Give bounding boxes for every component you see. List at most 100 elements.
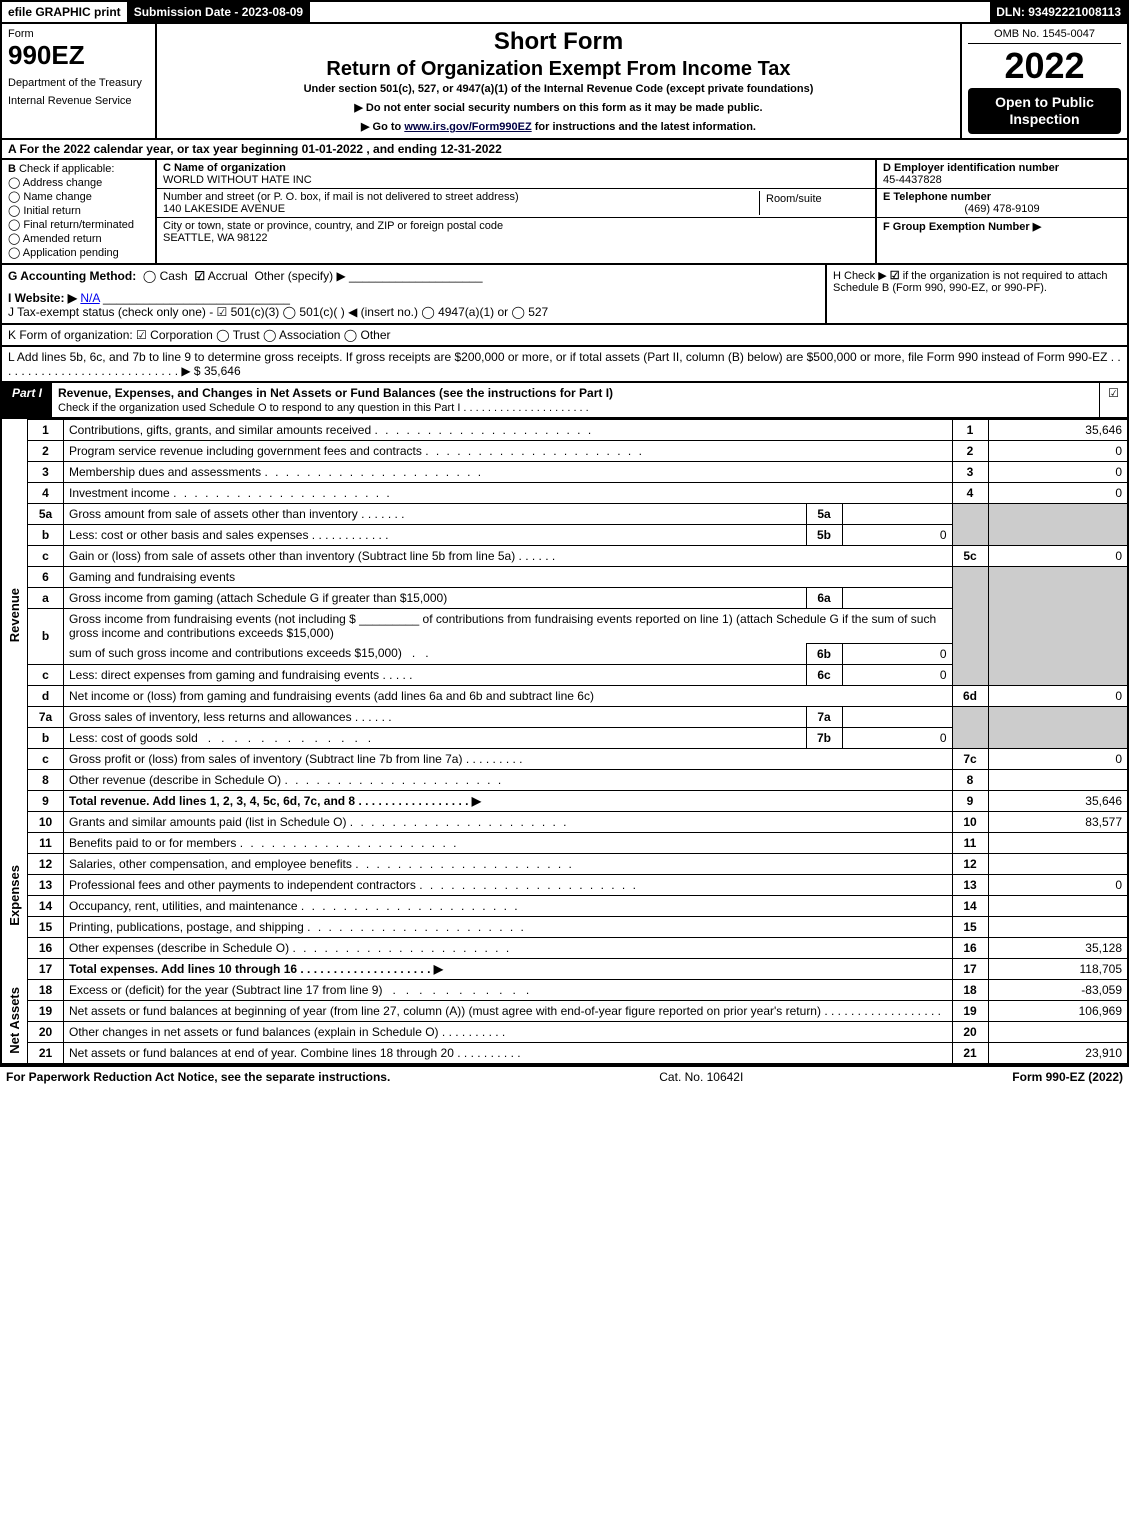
e-phone: E Telephone number (469) 478-9109	[877, 189, 1127, 218]
expenses-label: Expenses	[7, 865, 22, 926]
goto-note: ▶ Go to www.irs.gov/Form990EZ for instru…	[165, 120, 952, 133]
ssn-note: ▶ Do not enter social security numbers o…	[165, 101, 952, 114]
g-accrual[interactable]: Accrual	[208, 269, 248, 283]
line-9: 9Total revenue. Add lines 1, 2, 3, 4, 5c…	[1, 790, 1128, 811]
g-other[interactable]: Other (specify) ▶	[254, 269, 345, 283]
accrual-check-icon: ☑	[194, 269, 205, 283]
chk-final-return[interactable]: ◯ Final return/terminated	[8, 218, 149, 231]
line-1: Revenue 1 Contributions, gifts, grants, …	[1, 419, 1128, 440]
f-group: F Group Exemption Number ▶	[877, 218, 1127, 235]
line-2: 2Program service revenue including gover…	[1, 440, 1128, 461]
chk-application-pending[interactable]: ◯ Application pending	[8, 246, 149, 259]
c-street-block: Number and street (or P. O. box, if mail…	[157, 189, 875, 218]
line-17: 17Total expenses. Add lines 10 through 1…	[1, 958, 1128, 979]
row-gh: G Accounting Method: ◯ Cash ☑ Accrual Ot…	[0, 265, 1129, 325]
revenue-label: Revenue	[7, 588, 22, 642]
line-6d: dNet income or (loss) from gaming and fu…	[1, 685, 1128, 706]
line-20: 20Other changes in net assets or fund ba…	[1, 1021, 1128, 1042]
i-label: I Website: ▶	[8, 291, 77, 305]
header-center: Short Form Return of Organization Exempt…	[157, 24, 962, 138]
line-11: 11Benefits paid to or for members 11	[1, 832, 1128, 853]
line-18: Net Assets 18Excess or (deficit) for the…	[1, 979, 1128, 1000]
l-text: L Add lines 5b, 6c, and 7b to line 9 to …	[8, 350, 1121, 378]
line-16: 16Other expenses (describe in Schedule O…	[1, 937, 1128, 958]
line-4: 4Investment income 40	[1, 482, 1128, 503]
under-section: Under section 501(c), 527, or 4947(a)(1)…	[165, 83, 952, 95]
city-label: City or town, state or province, country…	[163, 220, 869, 232]
header-left: Form 990EZ Department of the Treasury In…	[2, 24, 157, 138]
footer-form: Form 990-EZ (2022)	[1012, 1070, 1123, 1084]
form-label: Form	[8, 28, 149, 40]
g-accounting: G Accounting Method: ◯ Cash ☑ Accrual Ot…	[2, 265, 827, 323]
header-right: OMB No. 1545-0047 2022 Open to Public In…	[962, 24, 1127, 138]
line-5a: 5aGross amount from sale of assets other…	[1, 503, 1128, 524]
g-cash[interactable]: Cash	[160, 269, 188, 283]
street-value: 140 LAKESIDE AVENUE	[163, 203, 759, 215]
goto-pre: ▶ Go to	[361, 121, 404, 133]
goto-post: for instructions and the latest informat…	[532, 121, 756, 133]
line-21: 21Net assets or fund balances at end of …	[1, 1042, 1128, 1064]
irs-link[interactable]: www.irs.gov/Form990EZ	[404, 121, 531, 133]
footer-cat: Cat. No. 10642I	[390, 1070, 1012, 1084]
c-name-block: C Name of organization WORLD WITHOUT HAT…	[157, 160, 875, 189]
row-k: K Form of organization: ☑ Corporation ◯ …	[0, 325, 1129, 347]
col-c: C Name of organization WORLD WITHOUT HAT…	[157, 160, 877, 263]
line-15: 15Printing, publications, postage, and s…	[1, 916, 1128, 937]
part-i-title: Revenue, Expenses, and Changes in Net As…	[52, 383, 1099, 417]
footer-left: For Paperwork Reduction Act Notice, see …	[6, 1070, 390, 1084]
short-form-title: Short Form	[165, 28, 952, 56]
d-label: D Employer identification number	[883, 162, 1121, 174]
line-3: 3Membership dues and assessments 30	[1, 461, 1128, 482]
line-10: Expenses 10Grants and similar amounts pa…	[1, 811, 1128, 832]
f-label: F Group Exemption Number ▶	[883, 220, 1121, 233]
h-schedule-b: H Check ▶ ☑ if the organization is not r…	[827, 265, 1127, 323]
dept-treasury: Department of the Treasury	[8, 77, 149, 89]
c-name-label: C Name of organization	[163, 162, 869, 174]
h-check-icon: ☑	[890, 270, 900, 282]
part-i-tab: Part I	[2, 383, 52, 417]
lines-table: Revenue 1 Contributions, gifts, grants, …	[0, 419, 1129, 1065]
part-i-checkbox[interactable]: ☑	[1099, 383, 1127, 417]
phone-value: (469) 478-9109	[883, 203, 1121, 215]
line-14: 14Occupancy, rent, utilities, and mainte…	[1, 895, 1128, 916]
tax-year: 2022	[968, 48, 1121, 84]
g-label: G Accounting Method:	[8, 269, 136, 283]
return-title: Return of Organization Exempt From Incom…	[165, 58, 952, 81]
street-label: Number and street (or P. O. box, if mail…	[163, 191, 759, 203]
ein-value: 45-4437828	[883, 174, 1121, 186]
line-7a: 7aGross sales of inventory, less returns…	[1, 706, 1128, 727]
page-footer: For Paperwork Reduction Act Notice, see …	[0, 1065, 1129, 1087]
part-i-subtitle: Check if the organization used Schedule …	[58, 402, 589, 414]
line-8: 8Other revenue (describe in Schedule O) …	[1, 769, 1128, 790]
efile-label[interactable]: efile GRAPHIC print	[2, 2, 128, 22]
chk-address-change[interactable]: ◯ Address change	[8, 176, 149, 189]
line-6: 6Gaming and fundraising events	[1, 566, 1128, 587]
open-inspection: Open to Public Inspection	[968, 88, 1121, 134]
block-bcdef: B Check if applicable: ◯ Address change …	[0, 160, 1129, 265]
dln: DLN: 93492221008113	[990, 2, 1127, 22]
chk-initial-return[interactable]: ◯ Initial return	[8, 204, 149, 217]
form-header: Form 990EZ Department of the Treasury In…	[0, 24, 1129, 140]
form-number: 990EZ	[8, 40, 149, 71]
website-link[interactable]: N/A	[80, 291, 99, 305]
l-value: 35,646	[204, 364, 241, 378]
line-13: 13Professional fees and other payments t…	[1, 874, 1128, 895]
line-a: A For the 2022 calendar year, or tax yea…	[0, 140, 1129, 160]
j-tax-exempt: J Tax-exempt status (check only one) - ☑…	[8, 305, 819, 319]
col-def: D Employer identification number 45-4437…	[877, 160, 1127, 263]
city-value: SEATTLE, WA 98122	[163, 232, 869, 244]
line-19: 19Net assets or fund balances at beginni…	[1, 1000, 1128, 1021]
c-city-block: City or town, state or province, country…	[157, 218, 875, 246]
b-label: B	[8, 163, 16, 175]
b-check: Check if applicable:	[19, 163, 114, 175]
omb-number: OMB No. 1545-0047	[968, 28, 1121, 44]
e-label: E Telephone number	[883, 191, 1121, 203]
part-i-header: Part I Revenue, Expenses, and Changes in…	[0, 383, 1129, 419]
chk-amended-return[interactable]: ◯ Amended return	[8, 232, 149, 245]
col-b: B Check if applicable: ◯ Address change …	[2, 160, 157, 263]
line-7c: cGross profit or (loss) from sales of in…	[1, 748, 1128, 769]
d-ein: D Employer identification number 45-4437…	[877, 160, 1127, 189]
row-l: L Add lines 5b, 6c, and 7b to line 9 to …	[0, 347, 1129, 383]
chk-name-change[interactable]: ◯ Name change	[8, 190, 149, 203]
irs-label: Internal Revenue Service	[8, 95, 149, 107]
